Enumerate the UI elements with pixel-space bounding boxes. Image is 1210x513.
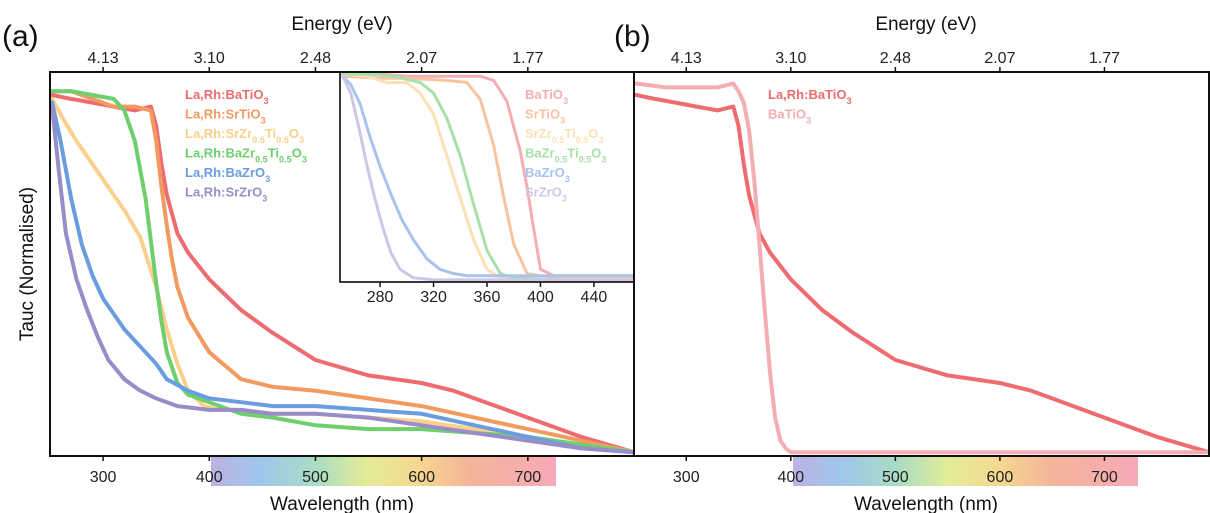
panel-a-series-la-rh-srtio3 [50,89,634,455]
panel-b-x2tick-label-2-07: 2.07 [984,50,1015,67]
tauc-axis-title: Tauc (Normalised) [17,187,38,341]
panel-b-xtick-label-400: 400 [777,469,804,486]
panel-a-series-la-rh-srzro3 [50,104,634,455]
panel-b-energy-axis-title: Energy (eV) [875,14,976,35]
panel-b-series-batio3 [634,81,1209,455]
inset-xtick-label-400: 400 [527,289,554,306]
panel-a-wavelength-axis-title: Wavelength (nm) [270,494,414,513]
panel-a-x2tick-label-2-48: 2.48 [300,50,331,67]
panel-a-legend-1: La,Rh:SrTiO3 [185,107,266,126]
inset-legend-1: SrTiO3 [525,107,565,126]
panel-a-xtick-label-300: 300 [90,469,117,486]
panel-a-series-la-rh-bazro3 [50,100,634,455]
inset-series-srzro3 [341,74,634,282]
panel-a-legend-5: La,Rh:SrZrO3 [185,185,267,204]
panel-a-xtick-label-600: 600 [408,469,435,486]
inset-legend-3: BaZr0.5Ti0.5O3 [525,146,606,165]
panel-b-xtick-label-500: 500 [882,469,909,486]
panel-b-legend-0: La,Rh:BaTiO3 [768,87,852,106]
inset-xtick-label-360: 360 [474,289,501,306]
panel-b-x2tick-label-3-10: 3.10 [775,50,806,67]
inset-xtick-label-320: 320 [420,289,447,306]
panel-b-series-la-rh-batio3 [634,93,1209,455]
inset-xtick-label-440: 440 [581,289,608,306]
inset-xtick-label-280: 280 [367,289,394,306]
panel-b-xtick-label-600: 600 [987,469,1014,486]
panel-a-x2tick-label-4-13: 4.13 [88,50,119,67]
inset-series-bazr0-5ti0-5o3 [341,72,634,282]
panel-b-x2tick-label-4-13: 4.13 [671,50,702,67]
panel-a-xtick-label-500: 500 [302,469,329,486]
panel-a-label: (a) [2,20,39,53]
panel-b-wavelength-axis-title: Wavelength (nm) [854,494,998,513]
panel-a-xtick-label-700: 700 [514,469,541,486]
panel-a-legend-2: La,Rh:SrZr0.5Ti0.5O3 [185,126,304,145]
panel-a-series-la-rh-batio3 [50,93,634,455]
panel-a-spectrum-bar [211,456,556,486]
panel-a-legend-3: La,Rh:BaZr0.5Ti0.5O3 [185,146,307,165]
panel-b-x2tick-label-1-77: 1.77 [1089,50,1120,67]
inset-series-bazro3 [341,74,634,278]
inset-legend-5: SrZrO3 [525,185,567,204]
panel-b-xtick-label-300: 300 [673,469,700,486]
panel-b-x2tick-label-2-48: 2.48 [880,50,911,67]
panel-a-legend-0: La,Rh:BaTiO3 [185,87,269,106]
panel-a-legend-4: La,Rh:BaZrO3 [185,165,270,184]
panel-b-frame [633,71,1210,457]
panel-b-legend-1: BaTiO3 [768,107,811,126]
panel-b-spectrum-bar [793,456,1138,486]
inset-legend-0: BaTiO3 [525,87,568,106]
panel-b-xtick-label-700: 700 [1091,469,1118,486]
panel-a-energy-axis-title: Energy (eV) [291,14,392,35]
inset-legend-4: BaZrO3 [525,165,570,184]
panel-a-x2tick-label-1-77: 1.77 [512,50,543,67]
panel-b-label: (b) [614,20,651,53]
panel-a-xtick-label-400: 400 [196,469,223,486]
panel-a-x2tick-label-3-10: 3.10 [194,50,225,67]
panel-a-x2tick-label-2-07: 2.07 [406,50,437,67]
inset-legend-2: SrZr0.5Ti0.5O3 [525,126,604,145]
